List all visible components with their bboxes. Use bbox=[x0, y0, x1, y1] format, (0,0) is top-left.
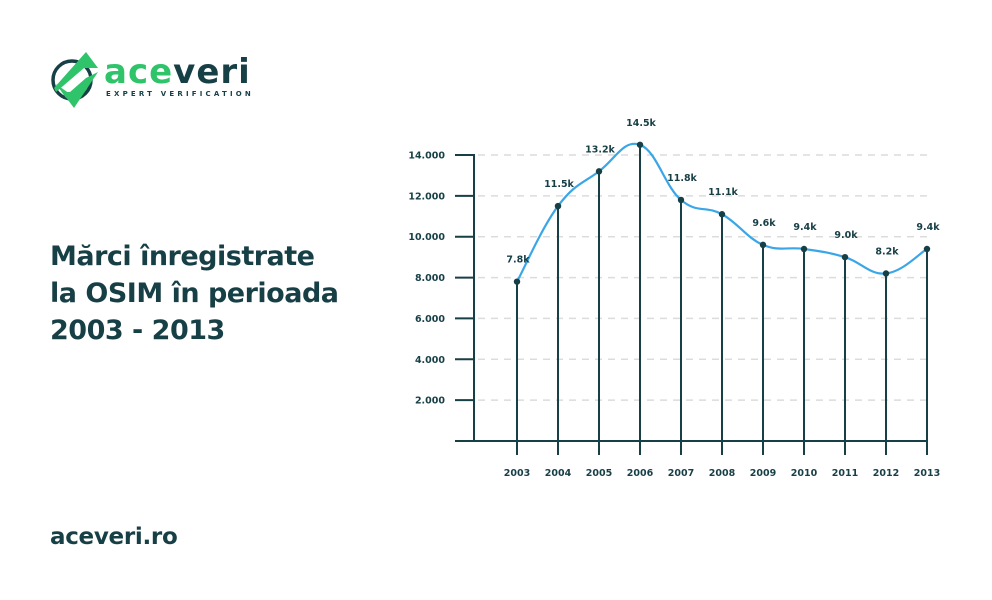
title-line-3: 2003 - 2013 bbox=[50, 315, 225, 346]
x-tick-label: 2012 bbox=[873, 468, 899, 479]
x-tick-label: 2006 bbox=[627, 468, 654, 479]
brand-wordmark: aceveri bbox=[104, 52, 251, 92]
x-tick-label: 2009 bbox=[750, 468, 776, 479]
data-label: 9.4k bbox=[793, 222, 817, 233]
data-point bbox=[513, 278, 521, 285]
brand-logo: aceveri EXPERT VERIFICATION bbox=[48, 48, 278, 112]
data-label: 9.6k bbox=[752, 218, 776, 229]
aceveri-logo-icon bbox=[51, 52, 98, 108]
x-tick-label: 2013 bbox=[914, 468, 940, 479]
data-point bbox=[677, 196, 685, 204]
data-label: 11.5k bbox=[544, 179, 574, 190]
title-line-2: la OSIM în perioada bbox=[50, 278, 339, 309]
data-label: 11.1k bbox=[708, 187, 738, 198]
data-line bbox=[516, 142, 928, 283]
data-label: 7.8k bbox=[506, 255, 530, 266]
title-line-1: Mărci înregistrate bbox=[50, 241, 315, 272]
data-label: 11.8k bbox=[667, 173, 697, 184]
x-tick-label: 2005 bbox=[586, 468, 612, 479]
data-label: 14.5k bbox=[626, 118, 656, 129]
x-tick-label: 2004 bbox=[545, 468, 572, 479]
data-point bbox=[759, 241, 767, 249]
page-title: Mărci înregistrate la OSIM în perioada 2… bbox=[50, 238, 410, 349]
y-tick-label: 10.000 bbox=[408, 232, 445, 243]
brand-name-veri: veri bbox=[173, 52, 251, 92]
data-point bbox=[554, 202, 562, 210]
data-point bbox=[882, 270, 890, 277]
data-label: 9.0k bbox=[834, 230, 858, 241]
brand-tagline: EXPERT VERIFICATION bbox=[106, 90, 254, 98]
data-point bbox=[636, 141, 644, 148]
x-tick-label: 2008 bbox=[709, 468, 736, 479]
data-label: 9.4k bbox=[916, 222, 940, 233]
x-tick-label: 2007 bbox=[668, 468, 694, 479]
data-point bbox=[800, 245, 808, 253]
data-point bbox=[841, 253, 849, 261]
data-label: 8.2k bbox=[875, 246, 899, 257]
y-tick-label: 4.000 bbox=[415, 355, 445, 366]
x-tick-label: 2010 bbox=[791, 468, 818, 479]
y-tick-label: 14.000 bbox=[408, 151, 445, 162]
x-tick-label: 2011 bbox=[832, 468, 858, 479]
data-label: 13.2k bbox=[585, 144, 615, 155]
y-tick-label: 8.000 bbox=[415, 273, 445, 284]
y-tick-label: 12.000 bbox=[408, 191, 445, 202]
x-tick-label: 2003 bbox=[504, 468, 530, 479]
data-point bbox=[595, 168, 603, 175]
y-tick-label: 6.000 bbox=[415, 314, 445, 325]
data-point bbox=[718, 211, 726, 218]
brand-name-ace: ace bbox=[104, 52, 174, 92]
y-tick-label: 2.000 bbox=[415, 396, 445, 407]
data-point bbox=[923, 245, 931, 253]
footer-url: aceveri.ro bbox=[50, 524, 178, 550]
